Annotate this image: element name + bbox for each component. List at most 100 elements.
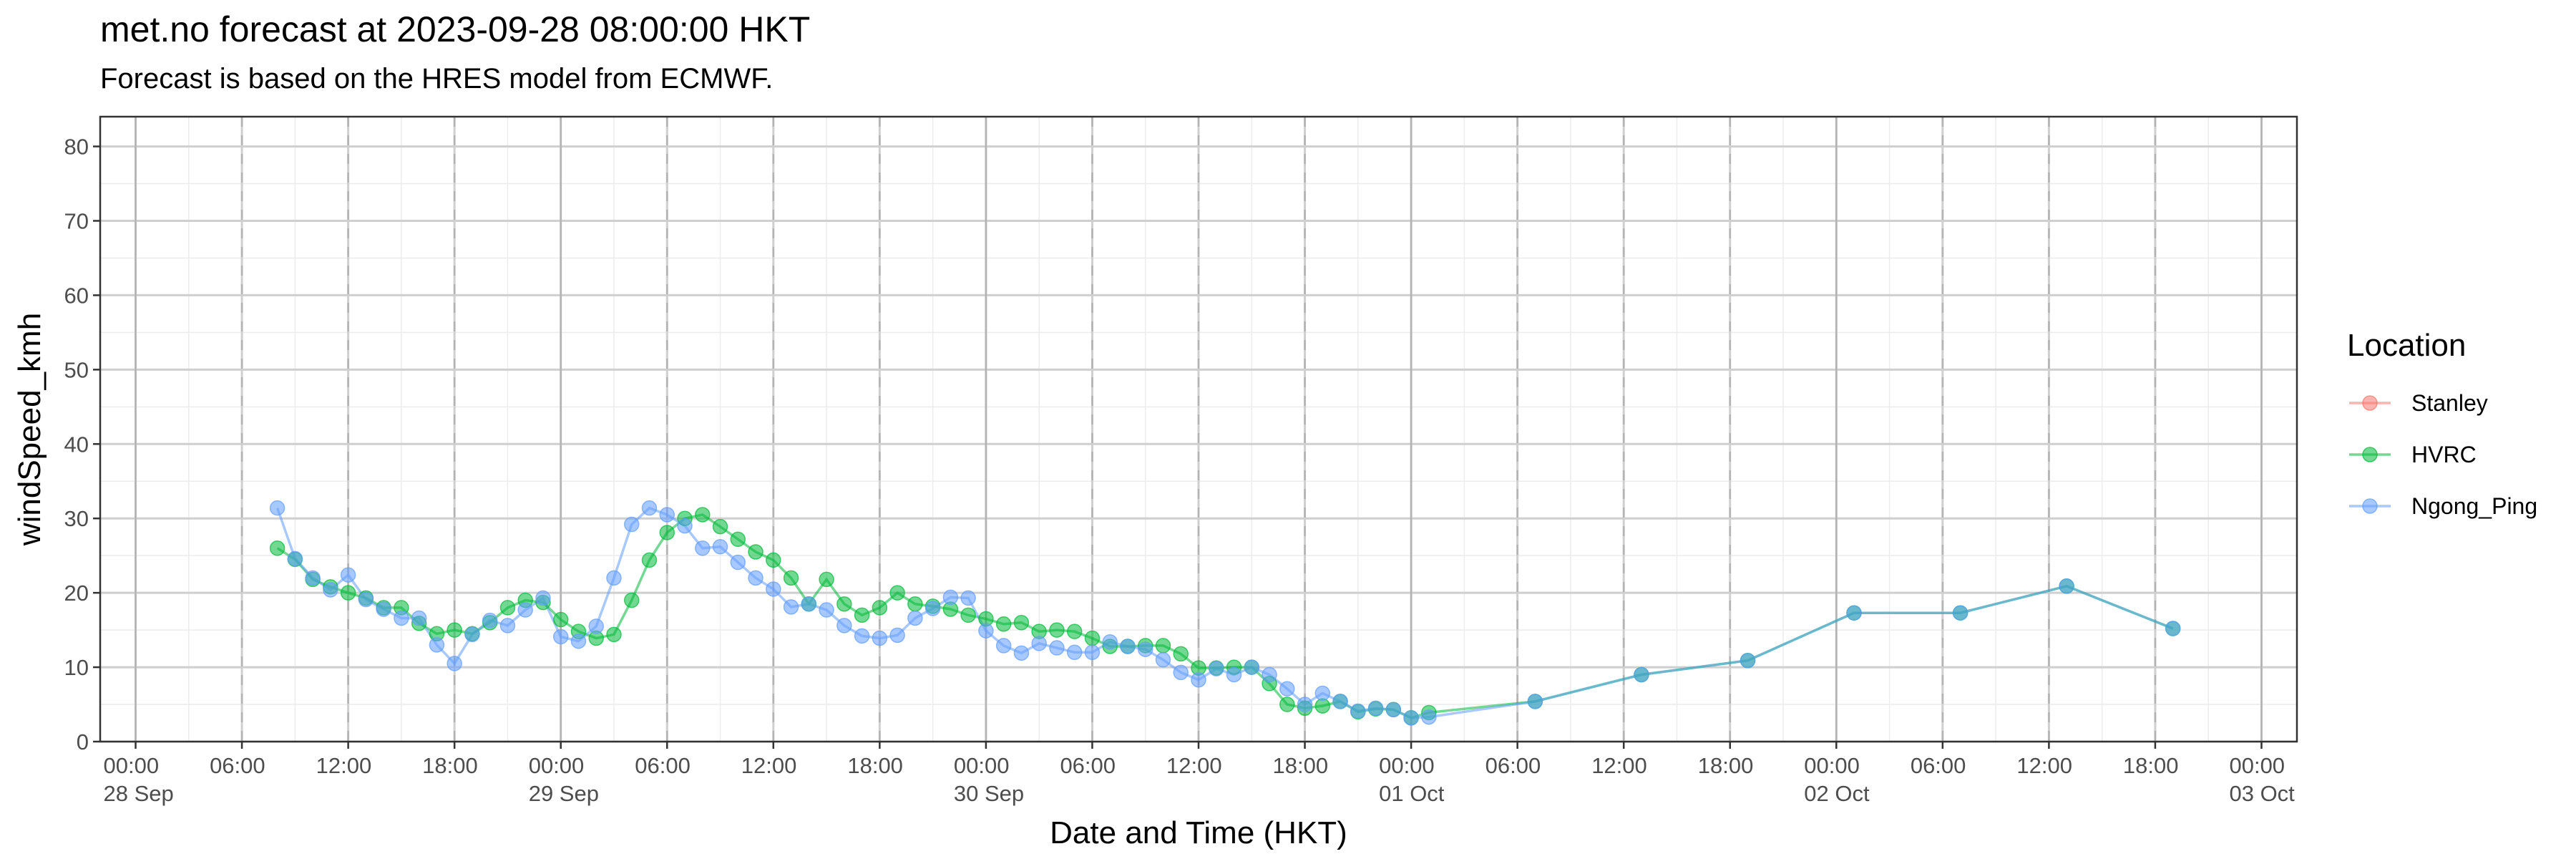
x-tick-time-label: 00:00 (2229, 753, 2285, 778)
x-tick-time-label: 06:00 (1060, 753, 1116, 778)
data-point-ngong_ping (482, 612, 498, 629)
data-point-hvrc (606, 626, 622, 643)
data-point-hvrc (1013, 614, 1030, 631)
data-point-hvrc (907, 596, 923, 612)
data-point-hvrc (1155, 638, 1171, 654)
data-point-hvrc (659, 525, 675, 540)
legend-item-hvrc: HVRC (2349, 442, 2477, 467)
data-point-ngong_ping (889, 627, 905, 644)
data-point-hvrc (623, 592, 640, 608)
data-point-hvrc (872, 600, 888, 616)
data-point-ngong_ping (1527, 694, 1543, 709)
y-tick-label: 80 (64, 135, 89, 160)
data-point-ngong_ping (836, 618, 852, 634)
data-point-ngong_ping (1066, 644, 1083, 661)
legend-title: Location (2347, 328, 2466, 363)
x-tick-time-label: 12:00 (2016, 753, 2072, 778)
y-axis: 0 10 20 30 40 50 60 70 80 (64, 135, 100, 754)
data-point-hvrc (695, 507, 711, 523)
data-point-hvrc (499, 600, 516, 616)
data-point-ngong_ping (1403, 709, 1419, 726)
x-tick-time-label: 12:00 (741, 753, 797, 778)
x-tick-time-label: 18:00 (2123, 753, 2179, 778)
data-point-hvrc (1279, 697, 1295, 712)
data-point-ngong_ping (287, 550, 303, 567)
data-point-ngong_ping (960, 590, 976, 606)
y-tick-label: 20 (64, 581, 89, 606)
data-point-ngong_ping (1634, 666, 1649, 683)
x-tick-date-label: 30 Sep (954, 781, 1024, 806)
data-point-hvrc (340, 585, 356, 601)
data-point-ngong_ping (1332, 694, 1348, 709)
y-tick-label: 70 (64, 209, 89, 234)
data-point-hvrc (995, 616, 1012, 632)
data-point-ngong_ping (376, 601, 391, 617)
data-point-ngong_ping (358, 591, 374, 608)
y-tick-label: 50 (64, 357, 89, 382)
data-point-ngong_ping (411, 610, 427, 626)
x-tick-time-label: 00:00 (954, 753, 1010, 778)
x-tick-time-label: 06:00 (1911, 753, 1966, 778)
data-point-ngong_ping (1385, 702, 1402, 718)
data-point-ngong_ping (677, 518, 693, 534)
data-point-ngong_ping (1952, 605, 1968, 621)
data-point-ngong_ping (659, 507, 675, 523)
legend-item-stanley: Stanley (2349, 390, 2488, 416)
legend-label: Stanley (2411, 390, 2488, 416)
x-tick-time-label: 18:00 (1273, 753, 1329, 778)
data-point-hvrc (730, 531, 746, 548)
data-point-ngong_ping (924, 601, 941, 616)
legend-key-point (2362, 395, 2378, 411)
x-axis-title: Date and Time (HKT) (1050, 815, 1347, 850)
data-point-ngong_ping (854, 628, 870, 644)
x-tick-date-label: 03 Oct (2229, 781, 2295, 806)
data-point-ngong_ping (730, 554, 746, 571)
data-point-hvrc (552, 611, 569, 628)
legend-key-point (2362, 498, 2378, 514)
x-tick-time-label: 18:00 (847, 753, 903, 778)
data-point-ngong_ping (323, 582, 338, 598)
data-point-hvrc (783, 570, 799, 586)
chart-subtitle: Forecast is based on the HRES model from… (100, 63, 774, 94)
data-point-ngong_ping (819, 602, 834, 618)
y-tick-label: 10 (64, 655, 89, 680)
data-point-hvrc (889, 585, 905, 601)
y-tick-label: 60 (64, 283, 89, 308)
x-tick-time-label: 12:00 (1591, 753, 1647, 778)
data-point-ngong_ping (464, 626, 480, 643)
data-point-ngong_ping (305, 570, 321, 586)
data-point-ngong_ping (978, 623, 994, 639)
y-tick-label: 40 (64, 432, 89, 457)
data-point-ngong_ping (1367, 700, 1384, 716)
x-tick-time-label: 00:00 (104, 753, 160, 778)
data-point-ngong_ping (1244, 659, 1260, 675)
data-point-hvrc (836, 596, 852, 612)
data-point-ngong_ping (1155, 651, 1171, 668)
data-point-hvrc (447, 622, 462, 638)
data-point-ngong_ping (2165, 621, 2181, 636)
x-tick-date-label: 01 Oct (1379, 781, 1445, 806)
data-point-ngong_ping (499, 618, 516, 634)
data-point-ngong_ping (340, 567, 356, 583)
data-point-ngong_ping (801, 596, 817, 612)
x-tick-time-label: 18:00 (422, 753, 478, 778)
data-point-ngong_ping (1846, 605, 1862, 621)
x-axis: 00:00 28 Sep 06:00 12:00 18:00 00:00 29 Sep 06:… (104, 742, 2295, 806)
data-point-hvrc (960, 607, 976, 623)
data-point-hvrc (269, 540, 286, 556)
legend: Location Stanley HVRC Ngong_Ping (2347, 328, 2537, 519)
data-point-hvrc (766, 552, 781, 568)
x-tick-time-label: 00:00 (1379, 753, 1435, 778)
data-point-ngong_ping (517, 602, 533, 618)
data-point-ngong_ping (641, 500, 658, 516)
data-point-hvrc (854, 607, 870, 623)
data-point-ngong_ping (269, 500, 286, 516)
data-point-hvrc (712, 518, 728, 535)
data-point-ngong_ping (712, 538, 728, 555)
data-point-ngong_ping (2059, 578, 2074, 594)
data-point-ngong_ping (1226, 666, 1242, 683)
data-point-ngong_ping (1191, 671, 1206, 688)
x-tick-time-label: 06:00 (1485, 753, 1541, 778)
data-point-ngong_ping (1173, 664, 1189, 681)
